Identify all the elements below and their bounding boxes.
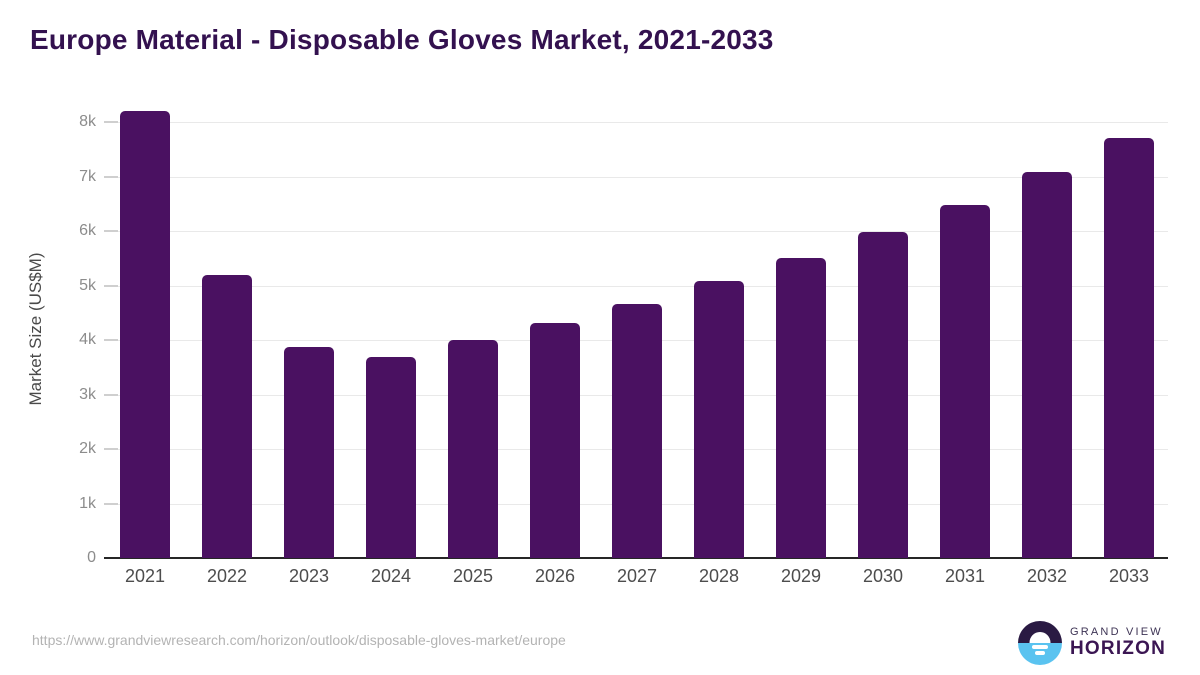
- bar-2033[interactable]: [1104, 138, 1154, 558]
- y-tick-mark: [104, 393, 118, 396]
- y-tick-label-4k: 4k: [79, 331, 96, 348]
- y-tick-mark: [104, 448, 118, 450]
- y-tick-label-0: 0: [87, 549, 96, 566]
- horizon-sun-icon: [1018, 621, 1062, 665]
- gridline-7k: [104, 176, 1168, 178]
- x-tick-label-2022: 2022: [206, 566, 248, 586]
- bar-2030[interactable]: [858, 232, 908, 558]
- y-tick-mark: [104, 339, 118, 341]
- y-tick-mark: [104, 502, 118, 505]
- grand-view-horizon-logo[interactable]: GRAND VIEW HORIZON: [1018, 620, 1166, 666]
- x-tick-label-2031: 2031: [944, 566, 986, 586]
- bar-2032[interactable]: [1022, 172, 1072, 558]
- y-tick-label-3k: 3k: [79, 385, 96, 403]
- y-tick-label-8k: 8k: [79, 113, 96, 130]
- x-tick-label-2026: 2026: [534, 566, 576, 586]
- y-tick-label-7k: 7k: [79, 167, 96, 185]
- bar-2021[interactable]: [120, 111, 170, 558]
- x-tick-label-2025: 2025: [452, 566, 494, 586]
- gridline-8k: [104, 122, 1168, 123]
- bar-2023[interactable]: [284, 346, 334, 558]
- x-tick-label-2027: 2027: [616, 566, 658, 586]
- x-tick-label-2030: 2030: [862, 566, 904, 586]
- sun-shape: [1029, 632, 1051, 643]
- bar-2029[interactable]: [776, 258, 826, 558]
- bar-2025[interactable]: [448, 340, 498, 558]
- y-tick-mark: [104, 230, 118, 232]
- y-tick-mark: [104, 175, 118, 178]
- logo-grand-view-label: GRAND VIEW: [1070, 625, 1163, 638]
- plot-area: 2021 2022 2023 2024 2025 2026 2027 2028 2029 2030…: [104, 104, 1168, 586]
- bar-2031[interactable]: [940, 204, 990, 558]
- x-tick-label-2033: 2033: [1108, 566, 1150, 586]
- y-tick-label-1k: 1k: [79, 494, 96, 512]
- gridline-5k: [104, 285, 1168, 287]
- y-tick-label-6k: 6k: [79, 222, 96, 239]
- reflection-bar: [1032, 645, 1048, 649]
- logo-horizon-label: HORIZON: [1070, 638, 1167, 660]
- x-axis-line: [104, 557, 1168, 559]
- y-tick-mark: [104, 284, 118, 287]
- x-tick-label-2023: 2023: [288, 566, 330, 586]
- y-axis-tick-labels: 0 1k 2k 3k 4k 5k 6k 7k 8k: [40, 104, 96, 566]
- logo-text: GRAND VIEW HORIZON: [1070, 626, 1166, 660]
- reflection-bar: [1035, 651, 1045, 655]
- x-tick-label-2032: 2032: [1026, 566, 1068, 586]
- y-tick-label-5k: 5k: [79, 276, 96, 294]
- x-tick-label-2024: 2024: [370, 566, 412, 586]
- y-tick-label-2k: 2k: [79, 440, 96, 457]
- chart-title: Europe Material - Disposable Gloves Mark…: [30, 24, 774, 55]
- gridline-6k: [104, 231, 1168, 232]
- bar-2026[interactable]: [530, 323, 580, 558]
- x-tick-label-2029: 2029: [780, 566, 822, 586]
- bar-2027[interactable]: [612, 304, 662, 558]
- bar-2028[interactable]: [694, 281, 744, 558]
- x-tick-label-2021: 2021: [124, 566, 166, 586]
- bar-2024[interactable]: [366, 357, 416, 558]
- y-tick-mark: [104, 121, 118, 123]
- x-tick-label-2028: 2028: [698, 566, 740, 586]
- source-url: https://www.grandviewresearch.com/horizo…: [32, 632, 566, 648]
- bar-2022[interactable]: [202, 274, 252, 558]
